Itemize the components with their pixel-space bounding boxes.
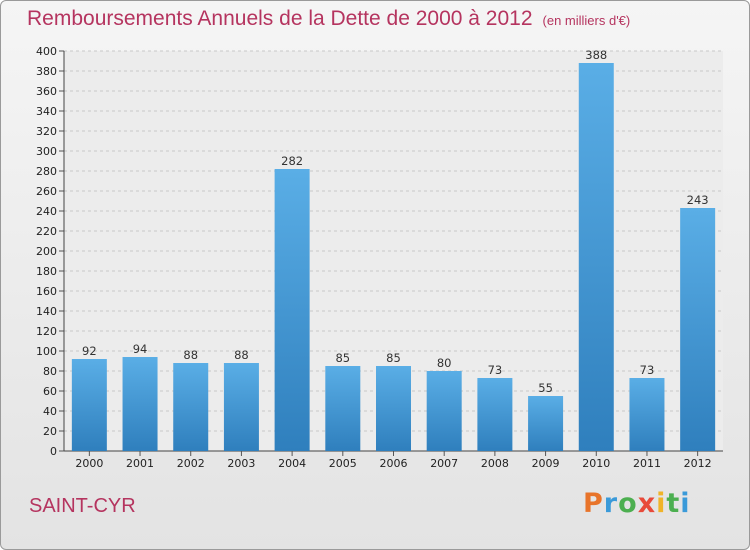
data-label: 88 xyxy=(234,348,249,362)
data-label: 92 xyxy=(82,344,97,358)
y-tick-label: 60 xyxy=(43,385,57,398)
bar-2004 xyxy=(274,169,310,451)
data-label: 80 xyxy=(437,356,452,370)
y-tick-label: 20 xyxy=(43,425,57,438)
bar-2000 xyxy=(71,359,107,451)
y-tick-label: 320 xyxy=(36,125,57,138)
bar-2009 xyxy=(528,396,564,451)
data-label: 85 xyxy=(335,351,350,365)
bar-2007 xyxy=(426,371,462,451)
data-label: 55 xyxy=(538,381,553,395)
x-tick-label: 2004 xyxy=(278,457,306,470)
x-tick-label: 2009 xyxy=(532,457,560,470)
data-label: 94 xyxy=(133,342,148,356)
data-label: 73 xyxy=(640,363,655,377)
commune-name: SAINT-CYR xyxy=(29,495,136,517)
bar-2002 xyxy=(173,363,209,451)
y-tick-label: 200 xyxy=(36,245,57,258)
y-tick-label: 100 xyxy=(36,345,57,358)
y-tick-label: 360 xyxy=(36,85,57,98)
bar-2001 xyxy=(122,357,158,451)
x-tick-label: 2003 xyxy=(227,457,255,470)
y-tick-label: 400 xyxy=(36,45,57,58)
data-label: 85 xyxy=(386,351,401,365)
x-tick-label: 2006 xyxy=(380,457,408,470)
x-tick-label: 2011 xyxy=(633,457,661,470)
logo-letter: i xyxy=(680,488,691,519)
logo-letter: r xyxy=(603,488,619,519)
data-label: 388 xyxy=(585,48,607,62)
logo-letter: o xyxy=(618,488,638,519)
chart-unit-subtitle: (en milliers d'€) xyxy=(542,13,631,28)
logo-letter: x xyxy=(637,488,657,519)
bar-2006 xyxy=(376,366,411,451)
x-tick-label: 2005 xyxy=(329,457,357,470)
proxiti-logo: Proxiti xyxy=(583,488,691,519)
logo-letter: i xyxy=(656,488,667,519)
y-tick-label: 180 xyxy=(36,265,57,278)
logo-letter: t xyxy=(666,488,681,519)
y-tick-label: 160 xyxy=(36,285,57,298)
y-tick-label: 120 xyxy=(36,325,57,338)
bar-2011 xyxy=(629,378,665,451)
bar-2003 xyxy=(223,363,259,451)
bar-2008 xyxy=(477,378,513,451)
y-tick-label: 240 xyxy=(36,205,57,218)
y-tick-label: 0 xyxy=(50,445,57,458)
x-tick-label: 2000 xyxy=(75,457,103,470)
y-tick-label: 300 xyxy=(36,145,57,158)
x-tick-label: 2001 xyxy=(126,457,154,470)
x-tick-label: 2002 xyxy=(177,457,205,470)
bar-2005 xyxy=(325,366,361,451)
y-tick-label: 340 xyxy=(36,105,57,118)
data-label: 282 xyxy=(281,154,303,168)
data-label: 88 xyxy=(183,348,198,362)
y-tick-label: 380 xyxy=(36,65,57,78)
bar-2012 xyxy=(680,208,716,451)
y-tick-label: 80 xyxy=(43,365,57,378)
data-label: 73 xyxy=(488,363,503,377)
y-tick-label: 40 xyxy=(43,405,57,418)
chart-title-text: Remboursements Annuels de la Dette de 20… xyxy=(27,7,533,30)
y-tick-label: 260 xyxy=(36,185,57,198)
x-tick-label: 2012 xyxy=(684,457,712,470)
bar-2010 xyxy=(578,63,614,451)
y-tick-label: 140 xyxy=(36,305,57,318)
chart-title: Remboursements Annuels de la Dette de 20… xyxy=(27,7,630,31)
data-label: 243 xyxy=(687,193,709,207)
logo-letter: P xyxy=(583,488,604,519)
x-tick-label: 2007 xyxy=(430,457,458,470)
x-tick-label: 2010 xyxy=(582,457,610,470)
x-tick-label: 2008 xyxy=(481,457,509,470)
y-tick-label: 220 xyxy=(36,225,57,238)
y-tick-label: 280 xyxy=(36,165,57,178)
